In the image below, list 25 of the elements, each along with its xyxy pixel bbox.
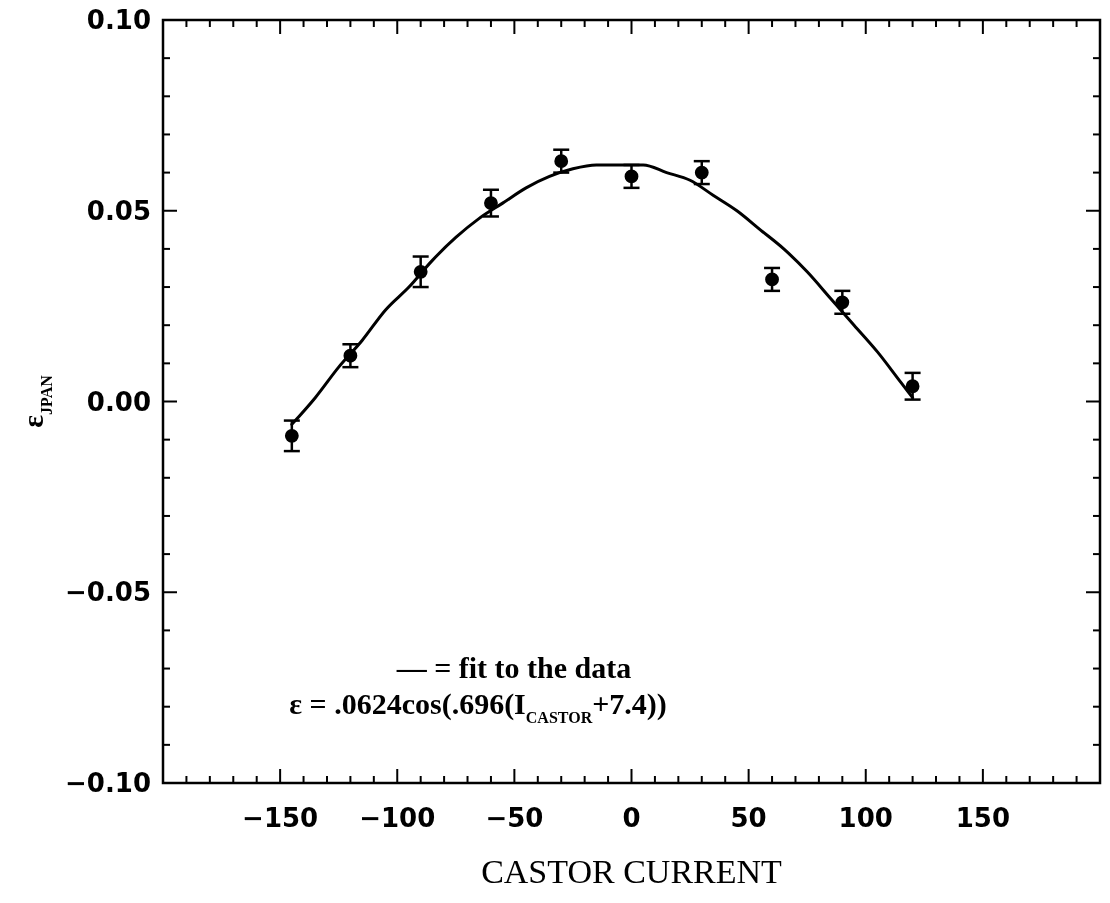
point (413, 264, 428, 279)
x-tick-label: −100 (359, 803, 436, 833)
point (835, 295, 850, 310)
point (624, 169, 639, 184)
annotation: — = fit to the data (395, 651, 632, 684)
x-tick-label: 0 (622, 803, 641, 833)
point (343, 348, 358, 363)
y-tick-label: 0.00 (86, 386, 151, 417)
y-tick-label: −0.10 (65, 768, 151, 798)
y-tick-label: 0.10 (86, 5, 151, 35)
x-tick-label: 100 (838, 803, 893, 833)
x-axis-title: CASTOR CURRENT (481, 853, 783, 890)
point (905, 379, 920, 394)
y-tick-label: 0.05 (86, 195, 151, 226)
x-tick-label: 150 (955, 803, 1011, 833)
point (284, 428, 299, 443)
point (484, 196, 498, 211)
point (765, 272, 779, 287)
point (694, 165, 709, 180)
x-tick-label: 50 (730, 803, 767, 833)
x-tick-label: −50 (485, 803, 544, 833)
y-tick-label: −0.05 (65, 577, 151, 608)
point (554, 154, 569, 169)
annotation: ε = .0624cos(.696(I$_{CASTOR}$+7.4)) (289, 687, 667, 726)
x-tick-label: −150 (242, 803, 319, 833)
